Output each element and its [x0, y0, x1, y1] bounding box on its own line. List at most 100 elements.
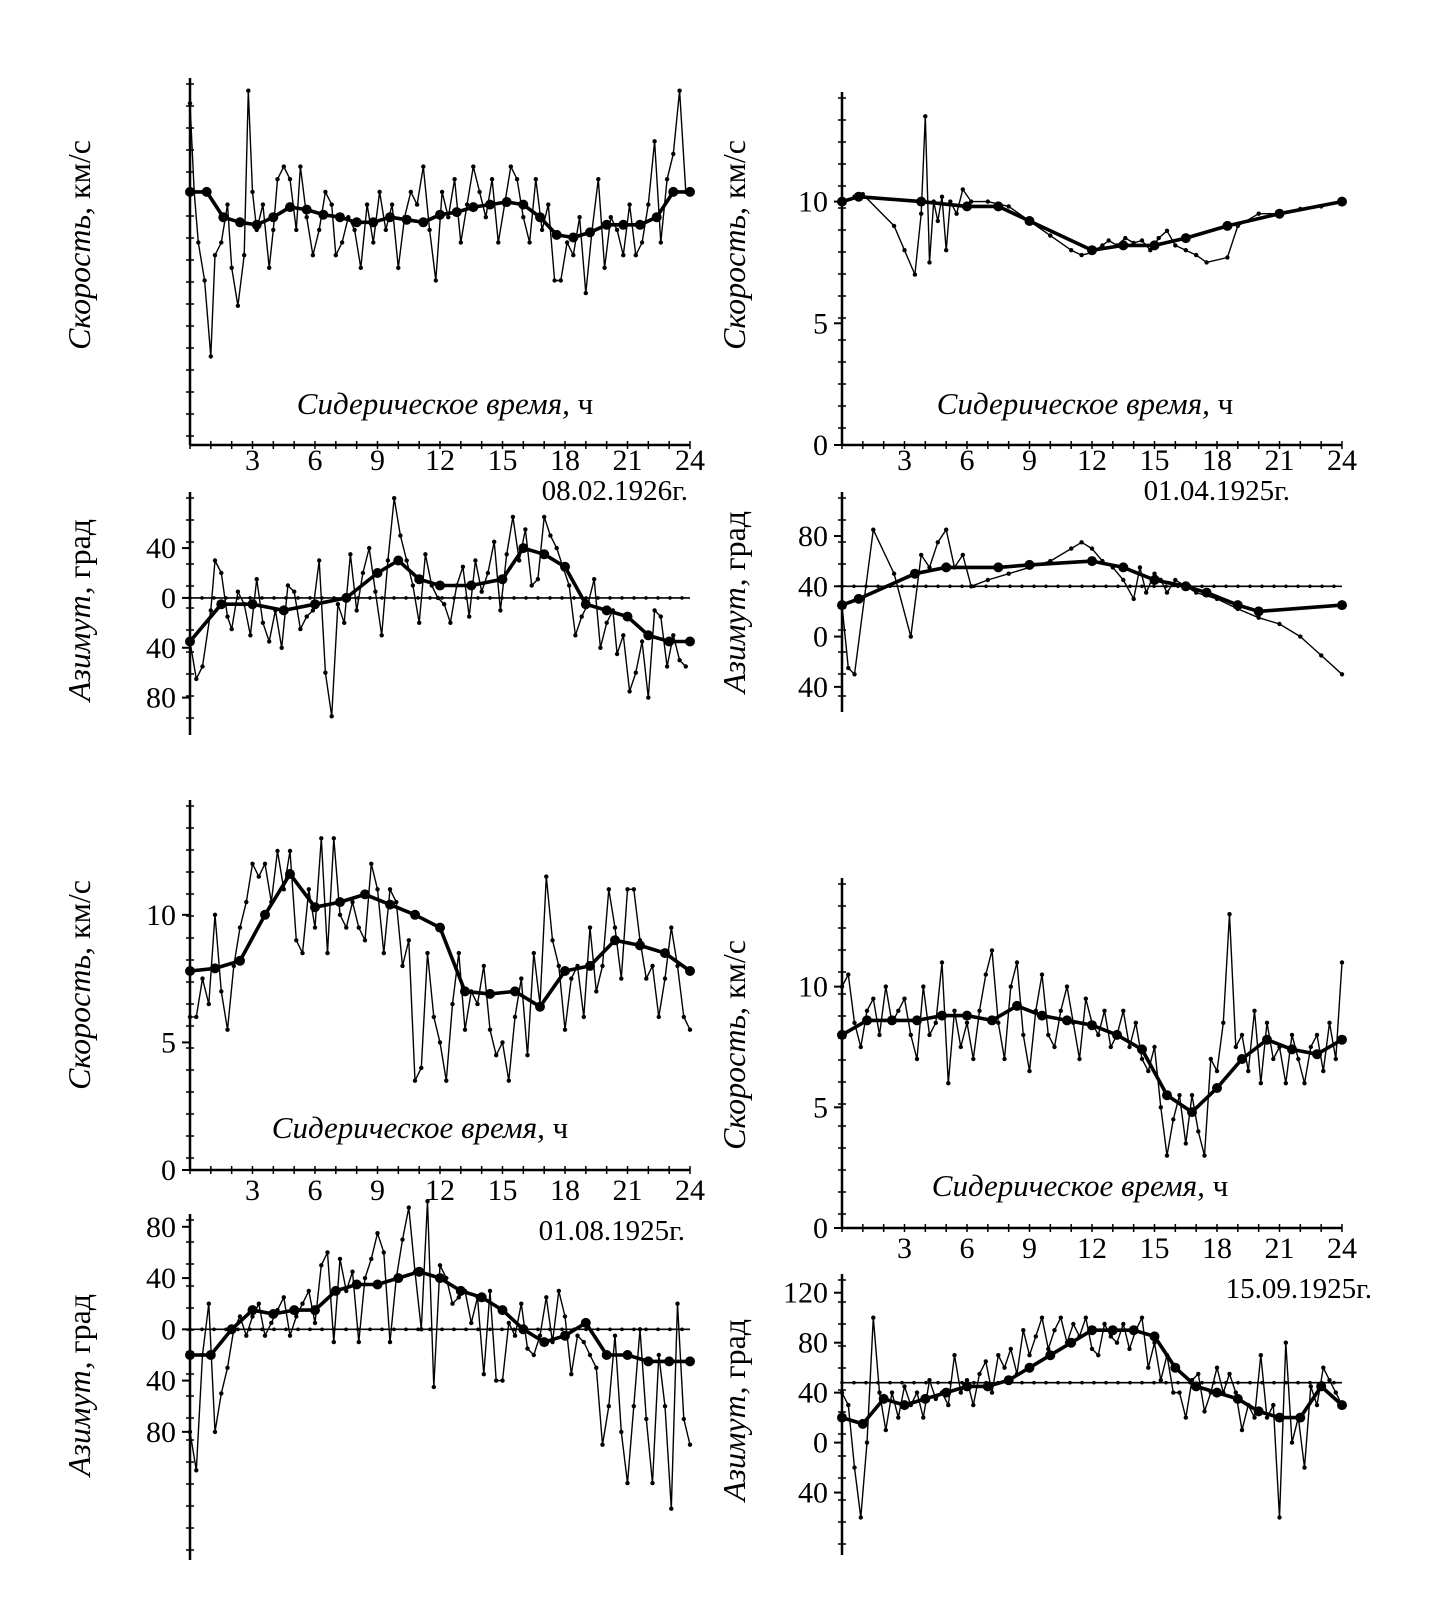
- p4-azimuth-series-thin-point: [1158, 1378, 1164, 1383]
- p3-azimuth-series-thin-point: [212, 1429, 218, 1435]
- p1-speed-series-bold-point: [551, 229, 562, 240]
- p1-azimuth-series-thin-point: [348, 552, 353, 557]
- p4-azimuth-series-thin-point: [871, 1315, 876, 1320]
- p4-speed-series-bold-point: [887, 1015, 897, 1026]
- p4-speed-series-bold-point: [1187, 1107, 1197, 1118]
- p2-azimuth-y-tick-label: 40: [798, 570, 828, 603]
- p1-azimuth-series-thin-point: [573, 633, 578, 638]
- p1-speed-series-thin-point: [427, 227, 432, 233]
- p1-speed-series-bold-point: [668, 186, 679, 197]
- p2-speed-series-thin-point: [1156, 235, 1161, 241]
- p3-azimuth-series-thin-point: [650, 1480, 655, 1486]
- p1-speed-series-thin-point: [352, 227, 357, 233]
- p2-azimuth-reference-dot: [1140, 584, 1144, 589]
- p4-azimuth-series-bold-point: [1191, 1381, 1202, 1392]
- p2-azimuth-reference-dot: [1032, 584, 1036, 589]
- p4-speed-y-tick-label: 10: [798, 971, 828, 1004]
- p4-speed-series-thin-point: [1333, 1056, 1339, 1062]
- p2-speed-x-tick-label: 24: [1327, 444, 1357, 477]
- p1-azimuth-y-tick-label: 40: [146, 632, 176, 665]
- p3-azimuth-series-thin-point: [187, 1429, 193, 1435]
- p3-azimuth-reference-dot: [272, 1327, 276, 1332]
- p1-speed-y-title-unit: км/с: [61, 140, 97, 207]
- p1-speed-series-thin-point: [671, 151, 676, 157]
- p1-speed-series-bold-point: [218, 212, 229, 223]
- p2-azimuth-series-thin-point: [1121, 577, 1126, 583]
- p1-azimuth-reference-dot: [308, 596, 312, 600]
- p1-azimuth-reference-dot: [548, 596, 552, 600]
- p1-azimuth-series-thin-point: [398, 533, 403, 538]
- p1-azimuth-series-thin-point: [329, 714, 334, 719]
- p3-azimuth-series-thin-point: [237, 1314, 243, 1319]
- p1-azimuth-series-bold-point: [414, 574, 425, 585]
- p4-azimuth-series-thin-point: [1196, 1371, 1201, 1377]
- p3-speed-series-thin-point: [244, 899, 249, 905]
- p1-speed-series-thin-point: [250, 189, 255, 195]
- p2-speed-y-tick-label: 5: [813, 307, 828, 340]
- p1-azimuth-series-thin-point: [683, 664, 688, 669]
- p3-speed-series-bold-point: [285, 869, 295, 879]
- p4-azimuth-series-bold-point: [1066, 1337, 1077, 1348]
- p4-azimuth-series-thin-point: [1171, 1390, 1176, 1395]
- p4-speed-series-bold-point: [1162, 1090, 1172, 1101]
- p1-azimuth-series-bold-point: [643, 630, 654, 641]
- p2-azimuth-reference-dot: [1128, 584, 1132, 589]
- p3-speed: 0 5 10 3 6 9 12 15 18 21 24 Сидерическое время, ч 01…: [61, 800, 705, 1247]
- p4-azimuth-series-thin-point: [1008, 1346, 1013, 1352]
- p4-azimuth-reference-dot: [852, 1380, 856, 1385]
- p3-azimuth-series-bold-point: [601, 1350, 612, 1360]
- p3-speed-series-bold-point: [660, 948, 670, 959]
- p4-azimuth-reference-dot: [1236, 1380, 1240, 1385]
- p4-azimuth-reference-dot: [900, 1380, 904, 1385]
- p1-azimuth-series-thin-point: [517, 558, 522, 563]
- p1-azimuth-series-thin-point: [285, 583, 291, 588]
- p2-speed-x-title-unit: ч: [1210, 386, 1233, 421]
- p3-azimuth-series-thin-point: [644, 1416, 649, 1422]
- p1-azimuth-series-thin-point: [200, 664, 205, 669]
- p1-speed-series-thin-point: [652, 139, 657, 144]
- p3-speed-x-tick-label: 21: [613, 1174, 643, 1207]
- p1-speed-series-thin-point: [396, 265, 401, 270]
- p1-speed-series-thin-point: [339, 240, 345, 245]
- p2-azimuth-series-thin-point: [852, 672, 857, 677]
- p4-speed-x-tick-label: 3: [897, 1232, 912, 1265]
- p2-azimuth-reference-dot: [1068, 584, 1072, 589]
- p2-azimuth-reference-dot: [1020, 584, 1024, 589]
- p4-azimuth-reference-dot: [1104, 1380, 1108, 1385]
- p1-azimuth-reference-dot: [656, 596, 660, 600]
- p1-azimuth-reference-dot: [212, 596, 216, 600]
- p1-speed-x-title-italic: Сидерическое время,: [297, 386, 570, 421]
- p1-azimuth-series-thin-point: [342, 620, 347, 625]
- p4-azimuth-reference-dot: [936, 1380, 940, 1385]
- p2-azimuth-reference-dot: [1332, 584, 1336, 589]
- p3-azimuth-reference-dot: [500, 1327, 504, 1332]
- p2-azimuth-series-bold-point: [1149, 575, 1160, 585]
- p2-azimuth-series-bold-point: [853, 593, 864, 604]
- p2-azimuth: 80 40 0 40 Азимут, град: [716, 492, 1347, 712]
- p4-speed-series-bold-point: [1287, 1044, 1297, 1055]
- p4-azimuth-series-bold-point: [899, 1400, 910, 1411]
- p1-azimuth-series-thin-point: [658, 614, 663, 619]
- p1-speed-series-bold-point: [585, 227, 595, 238]
- p4-speed-series-thin-point: [1152, 1044, 1157, 1050]
- p4-azimuth-reference-dot: [888, 1380, 892, 1385]
- p3-azimuth-reference-dot: [656, 1327, 660, 1332]
- p3-azimuth-series-thin-point: [331, 1339, 336, 1345]
- p2-azimuth-reference-dot: [1248, 584, 1252, 589]
- p2-speed-series-bold-point: [1087, 245, 1097, 256]
- p2-azimuth-series-thin-point: [891, 571, 897, 576]
- p3-speed-series-bold-point: [460, 986, 470, 997]
- p4-azimuth-series-thin-point: [1227, 1371, 1232, 1377]
- p3-speed-x-title-unit: ч: [545, 1110, 568, 1145]
- p4-speed-series-bold-point: [1137, 1044, 1147, 1055]
- p4-speed-x-title-italic: Сидерическое время,: [932, 1168, 1205, 1203]
- p4-azimuth-reference-dot: [1020, 1380, 1024, 1385]
- p3-speed-series-bold-point: [185, 966, 195, 976]
- p4-azimuth-y-tick-label: 80: [798, 1327, 828, 1360]
- p3-azimuth-series-thin-point: [194, 1468, 199, 1473]
- p3-azimuth-reference-dot: [296, 1327, 300, 1332]
- p4-azimuth-series-thin-point: [1121, 1321, 1126, 1327]
- p3-azimuth-series-thin-point: [675, 1301, 680, 1306]
- p4-azimuth-series-thin-point: [1021, 1328, 1026, 1333]
- p4-speed-x-tick-label: 24: [1327, 1232, 1357, 1265]
